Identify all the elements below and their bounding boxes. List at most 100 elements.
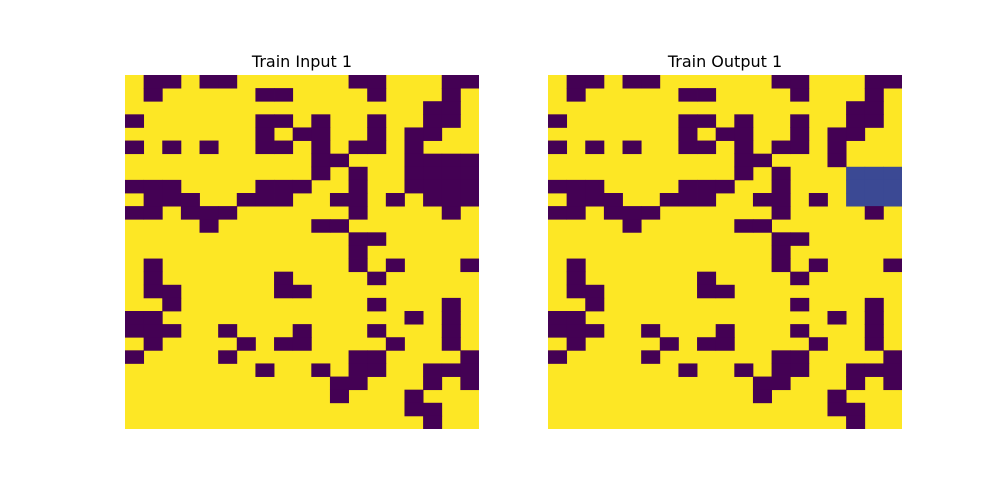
input-grid-cell	[255, 193, 275, 207]
output-grid-cell	[622, 219, 642, 233]
input-grid-cell	[460, 350, 479, 364]
input-grid-cell	[125, 350, 145, 364]
output-grid-cell	[734, 153, 754, 168]
input-grid-cell	[143, 193, 163, 207]
output-grid-cell	[734, 166, 754, 181]
input-grid-cell	[423, 166, 443, 181]
input-grid-cell	[143, 324, 163, 338]
output-grid-cell	[846, 166, 866, 181]
output-grid-cell	[790, 271, 810, 286]
input-grid-cell	[292, 324, 312, 338]
output-grid-cell	[771, 363, 791, 377]
input-grid-cell	[311, 363, 331, 377]
input-grid-cell	[423, 101, 443, 115]
input-grid-cell	[441, 166, 461, 181]
output-grid-cell	[734, 363, 754, 377]
input-grid-cell	[329, 376, 349, 391]
input-grid-cell	[404, 127, 424, 141]
train-output-title: Train Output 1	[667, 52, 783, 71]
input-grid-cell	[143, 179, 163, 194]
output-grid-cell	[734, 140, 754, 155]
input-grid-cell	[236, 337, 256, 351]
input-grid-cell	[329, 219, 349, 233]
input-grid-cell	[404, 389, 424, 404]
output-grid-cell	[752, 193, 772, 207]
input-grid-cell	[423, 179, 443, 194]
output-grid-cell	[864, 75, 884, 89]
input-grid-cell	[274, 193, 294, 207]
train-input-panel: Train Input 1	[125, 0, 479, 500]
output-grid-cell	[771, 75, 791, 89]
input-grid-cell	[162, 75, 182, 89]
input-grid-cell	[367, 232, 387, 246]
input-grid-cell	[460, 153, 479, 168]
input-grid-cell	[329, 389, 349, 404]
input-grid-cell	[460, 258, 479, 273]
output-grid-cell	[752, 219, 772, 233]
output-grid-cell	[585, 140, 605, 155]
input-grid-cell	[274, 284, 294, 299]
output-grid-cell	[641, 350, 661, 364]
output-grid-cell	[827, 389, 847, 404]
input-grid-cell	[162, 179, 182, 194]
output-grid-cell	[697, 179, 717, 194]
output-grid-cell	[771, 232, 791, 246]
output-grid-cell	[790, 350, 810, 364]
train-output-panel: Train Output 1	[548, 0, 902, 500]
input-grid-cell	[441, 363, 461, 377]
output-grid-cell	[585, 324, 605, 338]
output-grid-cell	[566, 179, 586, 194]
output-grid-cell	[883, 350, 902, 364]
input-grid-cell	[441, 311, 461, 325]
output-grid-cell	[678, 88, 698, 102]
output-grid-cell	[827, 127, 847, 141]
input-grid-cell	[348, 193, 368, 207]
output-grid-cell	[846, 127, 866, 141]
output-grid-cell	[846, 415, 866, 429]
output-grid-cell	[548, 140, 568, 155]
input-grid-cell	[274, 271, 294, 286]
input-grid-cell	[143, 271, 163, 286]
input-grid-cell	[367, 114, 387, 128]
input-grid-cell	[255, 140, 275, 155]
output-grid-cell	[659, 193, 679, 207]
input-grid-cell	[218, 206, 238, 220]
input-grid-cell	[162, 140, 182, 155]
output-grid-cell	[566, 324, 586, 338]
input-grid-cell	[180, 206, 200, 220]
output-grid-cell	[846, 376, 866, 391]
input-grid-cell	[348, 245, 368, 259]
input-grid-cell	[423, 415, 443, 429]
input-grid-cell	[348, 206, 368, 220]
output-grid-cell	[678, 140, 698, 155]
input-grid-cell	[441, 75, 461, 89]
output-grid-cell	[585, 284, 605, 299]
input-grid-cell	[404, 179, 424, 194]
output-grid-cell	[846, 101, 866, 115]
output-grid-cell	[846, 114, 866, 128]
input-grid-cell	[199, 219, 219, 233]
output-grid-cell	[622, 206, 642, 220]
input-grid-cell	[125, 311, 145, 325]
output-grid-cell	[715, 284, 735, 299]
input-grid-cell	[348, 166, 368, 181]
output-grid-cell	[697, 88, 717, 102]
output-grid-cell	[752, 389, 772, 404]
input-grid-cell	[274, 337, 294, 351]
input-grid-cell	[460, 193, 479, 207]
input-grid-cell	[367, 271, 387, 286]
output-grid-cell	[771, 193, 791, 207]
input-grid-cell	[348, 258, 368, 273]
input-grid-cell	[348, 75, 368, 89]
output-grid-cell	[678, 363, 698, 377]
input-grid-cell	[385, 337, 405, 351]
output-grid-cell	[846, 402, 866, 417]
output-grid-cell	[622, 75, 642, 89]
output-grid-cell	[771, 206, 791, 220]
output-grid-cell	[864, 179, 884, 194]
output-grid-cell	[790, 297, 810, 312]
input-grid-cell	[441, 101, 461, 115]
input-grid-cell	[292, 179, 312, 194]
output-grid-cell	[752, 153, 772, 168]
input-grid-cell	[367, 363, 387, 377]
